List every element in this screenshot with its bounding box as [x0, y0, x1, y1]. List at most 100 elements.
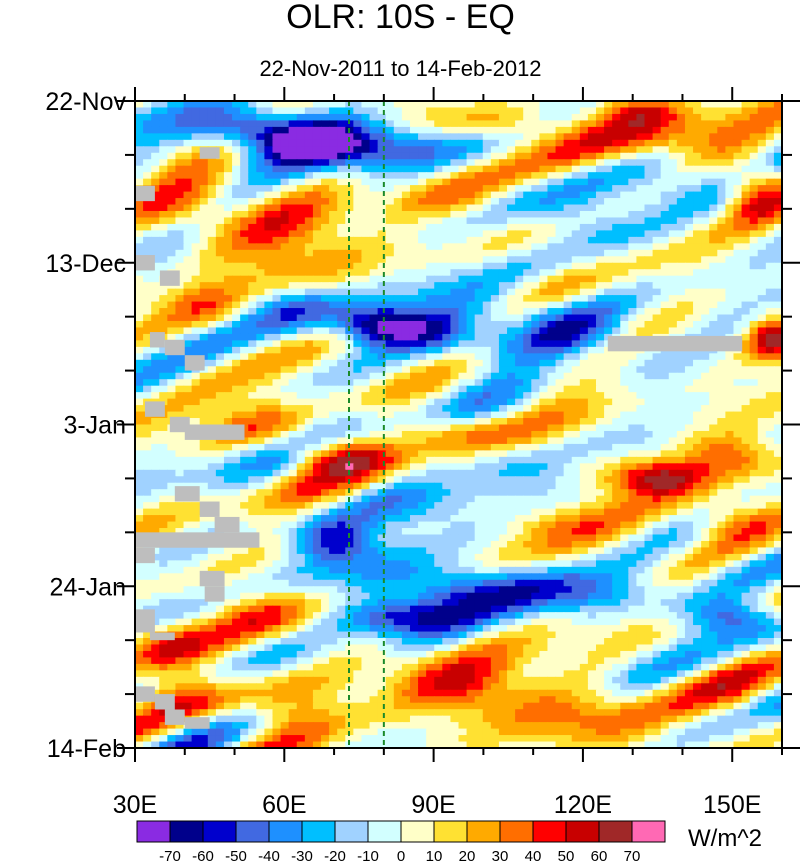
heatmap-cell [466, 262, 476, 270]
heatmap-cell [587, 204, 597, 212]
heatmap-cell [183, 379, 193, 387]
heatmap-cell [296, 424, 306, 432]
heatmap-cell [563, 133, 573, 141]
heatmap-cell [135, 405, 144, 413]
heatmap-cell [450, 340, 460, 348]
heatmap-cell [539, 308, 549, 316]
heatmap-cell [757, 178, 767, 186]
heatmap-cell [547, 101, 557, 109]
heatmap-cell [644, 463, 654, 471]
heatmap-cell [256, 424, 265, 432]
heatmap-cell [539, 405, 549, 413]
heatmap-cell [579, 243, 589, 251]
heatmap-cell [620, 210, 629, 219]
heatmap-cell [555, 159, 565, 167]
heatmap-cell [539, 372, 549, 380]
heatmap-cell [620, 405, 629, 413]
heatmap-cell [652, 430, 662, 439]
heatmap-cell [296, 165, 306, 173]
heatmap-cell [321, 178, 330, 186]
heatmap-cell [321, 146, 330, 154]
heatmap-cell [749, 463, 759, 471]
heatmap-cell [749, 198, 759, 206]
heatmap-cell [684, 398, 694, 406]
heatmap-cell [482, 353, 492, 361]
heatmap-cell [571, 223, 581, 231]
heatmap-cell [183, 133, 193, 141]
heatmap-cell [434, 320, 443, 329]
heatmap-cell [498, 282, 508, 290]
heatmap-cell [733, 288, 743, 296]
heatmap-cell [628, 178, 638, 186]
heatmap-cell [248, 430, 257, 439]
heatmap-cell [458, 243, 468, 251]
heatmap-cell [426, 139, 435, 147]
heatmap-cell [175, 120, 185, 128]
heatmap-cell [531, 295, 540, 303]
heatmap-cell [523, 405, 532, 413]
heatmap-cell [256, 178, 265, 186]
heatmap-cell [612, 295, 621, 303]
heatmap-cell [296, 146, 306, 154]
heatmap-cell [183, 198, 193, 206]
heatmap-cell [175, 133, 185, 141]
heatmap-cell [571, 269, 581, 277]
heatmap-cell [539, 463, 549, 471]
heatmap-cell [709, 165, 718, 173]
heatmap-cell [207, 107, 217, 115]
heatmap-cell [393, 101, 403, 109]
heatmap-cell [595, 269, 605, 277]
heatmap-cell [539, 236, 549, 244]
heatmap-cell [668, 456, 678, 464]
heatmap-cell [215, 223, 225, 231]
heatmap-cell [612, 172, 621, 180]
heatmap-cell [571, 198, 581, 206]
heatmap-cell [555, 333, 565, 341]
heatmap-cell [668, 269, 678, 277]
heatmap-cell [215, 502, 225, 510]
heatmap-cell [321, 262, 330, 270]
heatmap-cell [595, 392, 605, 400]
heatmap-cell [587, 443, 597, 451]
heatmap-cell [361, 120, 371, 128]
heatmap-cell [725, 152, 735, 160]
heatmap-cell [304, 411, 314, 419]
heatmap-cell [612, 437, 621, 445]
heatmap-cell [490, 398, 500, 406]
heatmap-cell [765, 314, 775, 322]
heatmap-cell [652, 230, 662, 238]
heatmap-cell [636, 146, 646, 154]
heatmap-cell [604, 320, 613, 329]
heatmap-cell [288, 301, 298, 309]
heatmap-cell [442, 430, 452, 439]
heatmap-cell [628, 385, 638, 393]
heatmap-cell [377, 159, 387, 167]
heatmap-cell [207, 126, 217, 134]
heatmap-cell [191, 379, 201, 387]
heatmap-cell [207, 275, 217, 283]
heatmap-cell [644, 437, 654, 445]
heatmap-cell [191, 165, 201, 173]
heatmap-cell [709, 152, 718, 160]
heatmap-cell [280, 340, 290, 348]
heatmap-cell [175, 256, 185, 264]
heatmap-cell [151, 385, 160, 393]
heatmap-cell [232, 405, 241, 413]
heatmap-cell [256, 301, 265, 309]
heatmap-cell [587, 159, 597, 167]
heatmap-cell [175, 359, 185, 367]
heatmap-cell [256, 269, 265, 277]
heatmap-cell [660, 424, 670, 432]
heatmap-cell [450, 282, 460, 290]
heatmap-cell [765, 282, 775, 290]
heatmap-cell [612, 139, 621, 147]
heatmap-cell [151, 359, 160, 367]
heatmap-cell [207, 489, 217, 497]
heatmap-cell [288, 424, 298, 432]
heatmap-cell [223, 308, 233, 316]
heatmap-cell [442, 126, 452, 134]
heatmap-cell [223, 418, 233, 426]
heatmap-cell [498, 159, 508, 167]
heatmap-cell [595, 463, 605, 471]
heatmap-cell [240, 133, 249, 141]
